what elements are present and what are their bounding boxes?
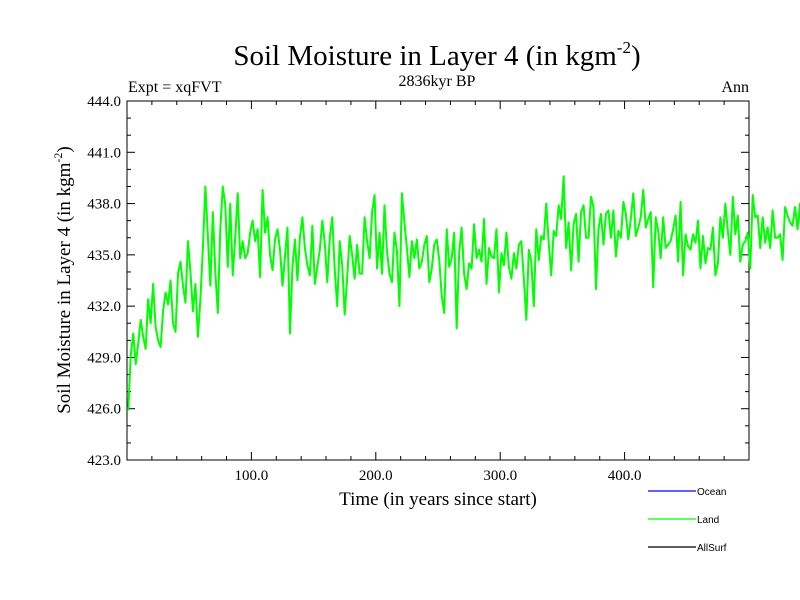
y-axis-label-sup: -2 <box>51 153 65 163</box>
y-tick-label: 423.0 <box>87 453 121 469</box>
x-tick-labels: 100.0 200.0 300.0 400.0 <box>235 468 642 484</box>
y-axis-label-main: Soil Moisture in Layer 4 (in kgm <box>54 162 75 413</box>
y-tick-label: 426.0 <box>87 402 121 418</box>
x-axis-label: Time (in years since start) <box>339 489 537 510</box>
y-tick-labels: 423.0 426.0 429.0 432.0 435.0 438.0 441.0 444.0 <box>87 94 121 469</box>
legend: Ocean Land AllSurf <box>648 487 727 554</box>
y-tick-label: 441.0 <box>87 145 121 161</box>
subtitle-right: Ann <box>721 79 749 96</box>
x-tick-label: 300.0 <box>483 468 517 484</box>
chart-title-suffix: ) <box>631 40 641 72</box>
chart-title-sup: -2 <box>617 38 631 57</box>
x-tick-label: 400.0 <box>608 468 642 484</box>
legend-label-ocean: Ocean <box>697 487 726 498</box>
y-tick-label: 429.0 <box>87 350 121 366</box>
y-tick-label: 435.0 <box>87 248 121 264</box>
x-tick-label: 100.0 <box>235 468 269 484</box>
subtitle-center: 2836kyr BP <box>399 73 476 90</box>
subtitle-left: Expt = xqFVT <box>128 79 222 96</box>
y-tick-label: 444.0 <box>87 94 121 110</box>
plot-frame <box>126 100 750 461</box>
legend-label-allsurf: AllSurf <box>697 543 727 554</box>
y-tick-label: 432.0 <box>87 299 121 315</box>
x-tick-label: 200.0 <box>359 468 393 484</box>
axis-ticks <box>127 100 749 461</box>
series-line-land <box>127 175 800 411</box>
y-axis-label: Soil Moisture in Layer 4 (in kgm-2) <box>51 146 75 414</box>
legend-label-land: Land <box>697 515 719 526</box>
chart-title-main: Soil Moisture in Layer 4 (in kgm <box>233 40 617 72</box>
y-tick-label: 438.0 <box>87 197 121 213</box>
y-axis-label-suffix: ) <box>54 146 75 152</box>
series-group <box>127 175 800 411</box>
chart-title: Soil Moisture in Layer 4 (in kgm-2) <box>233 38 640 72</box>
